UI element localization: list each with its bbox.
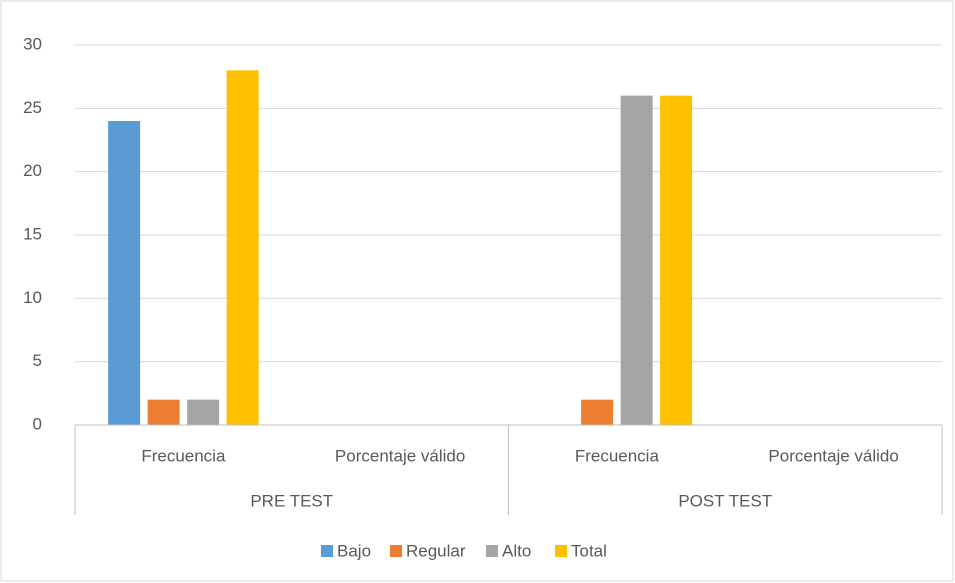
x-tick-label: Porcentaje válido <box>768 446 898 465</box>
y-tick-label: 25 <box>23 98 42 117</box>
x-tick-label: Porcentaje válido <box>335 446 465 465</box>
legend-swatch <box>555 545 567 557</box>
bar <box>147 399 180 425</box>
y-tick-label: 0 <box>33 414 42 433</box>
x-tick-label: Frecuencia <box>141 446 226 465</box>
bar <box>620 95 653 426</box>
y-tick-label: 5 <box>33 351 42 370</box>
x-tick-label: Frecuencia <box>575 446 660 465</box>
bar <box>660 95 693 426</box>
legend-swatch <box>321 545 333 557</box>
y-tick-label: 20 <box>23 161 42 180</box>
legend-swatch <box>486 545 498 557</box>
group-label: PRE TEST <box>250 491 333 510</box>
bar <box>108 121 141 425</box>
y-tick-label: 30 <box>23 34 42 53</box>
legend-label: Total <box>571 541 607 560</box>
legend-label: Regular <box>406 541 466 560</box>
y-tick-label: 10 <box>23 288 42 307</box>
legend-label: Alto <box>502 541 531 560</box>
bar <box>226 70 259 425</box>
legend-label: Bajo <box>337 541 371 560</box>
y-tick-label: 15 <box>23 224 42 243</box>
bar <box>581 399 614 425</box>
group-label: POST TEST <box>678 491 772 510</box>
legend-swatch <box>390 545 402 557</box>
bar <box>187 399 220 425</box>
